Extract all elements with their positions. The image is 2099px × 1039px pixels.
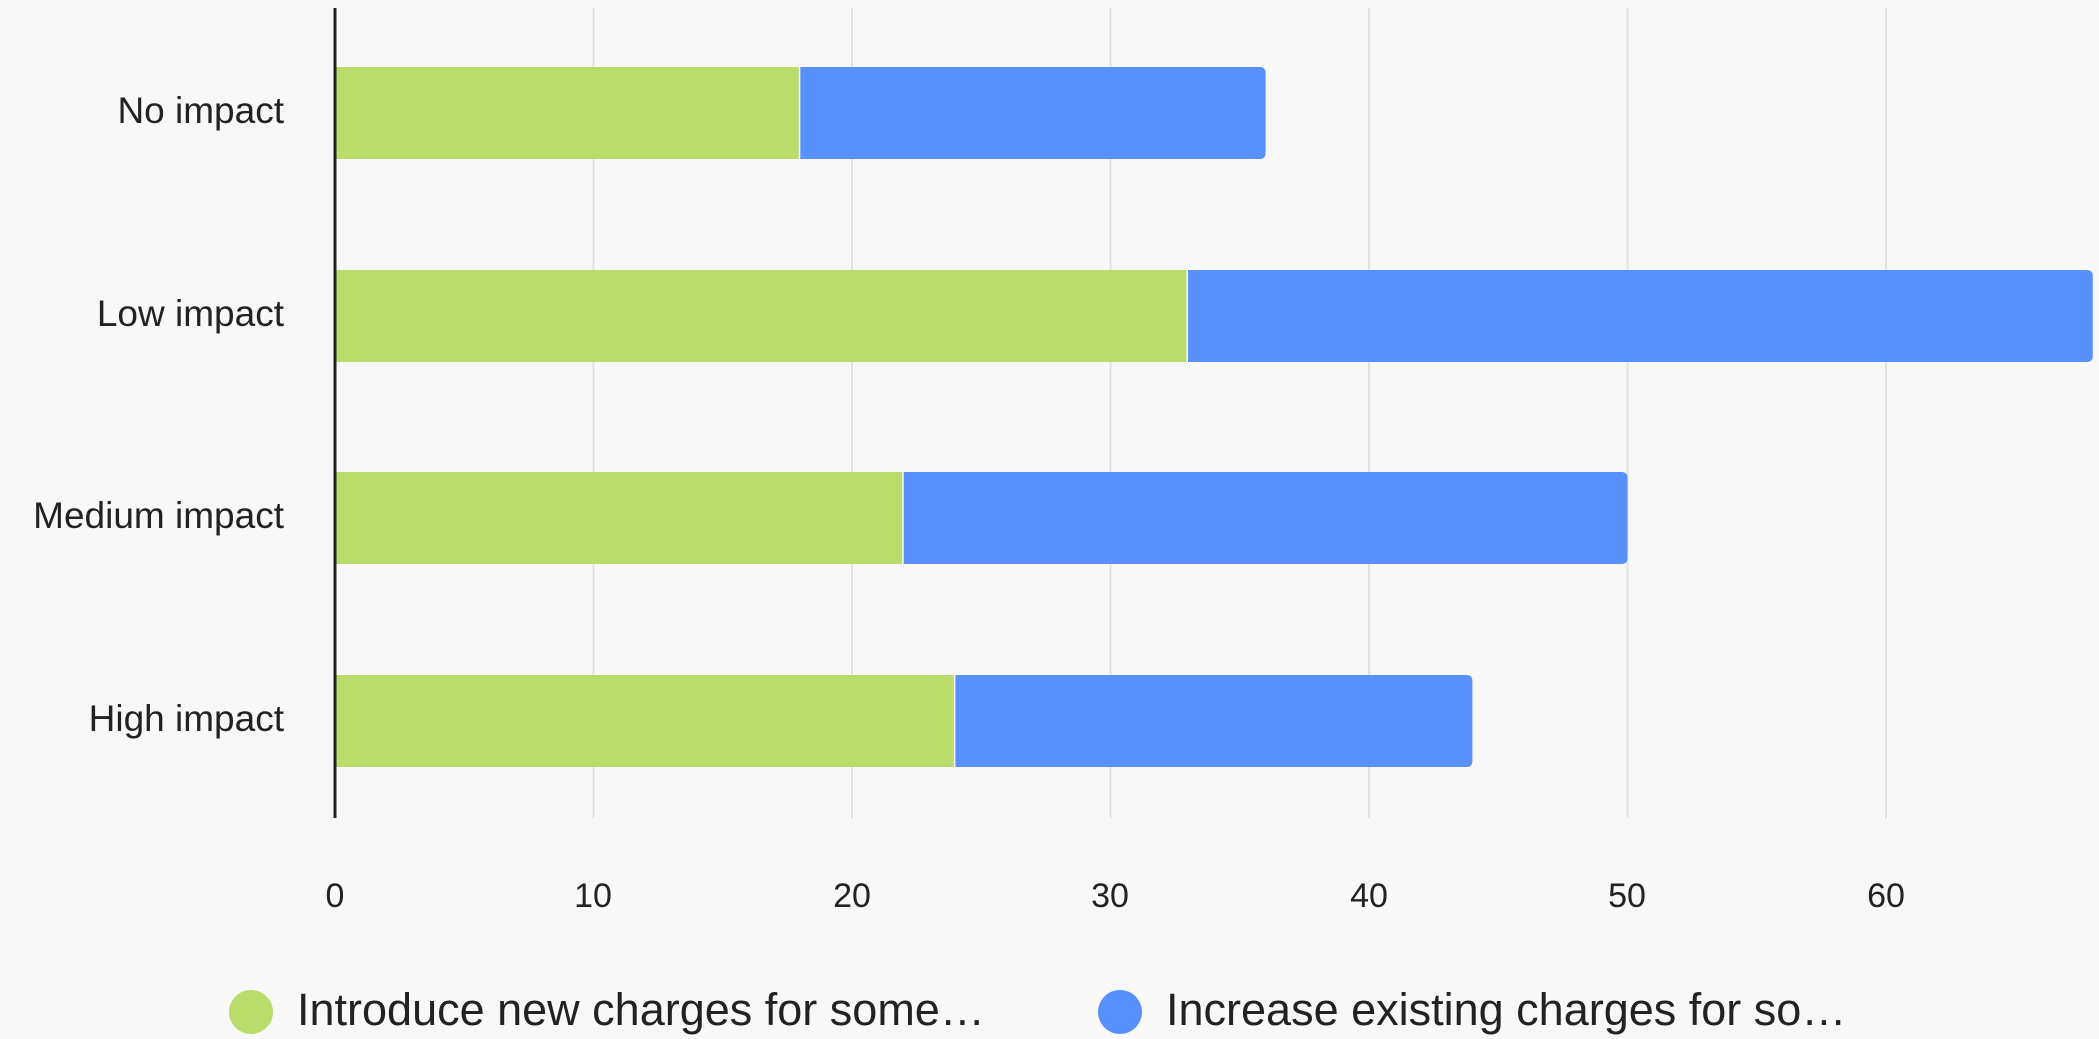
bar-segment[interactable]	[335, 675, 956, 767]
x-tick-label: 0	[326, 877, 345, 915]
legend-label: Introduce new charges for some…	[297, 984, 985, 1035]
bar-segment[interactable]	[955, 675, 1473, 767]
legend-swatch-circle	[229, 990, 273, 1034]
bar-segment[interactable]	[1188, 270, 2093, 362]
x-tick-label: 20	[833, 877, 871, 915]
legend-item[interactable]: Introduce new charges for some…	[229, 984, 985, 1035]
legend-item[interactable]: Increase existing charges for so…	[1098, 984, 1846, 1035]
bar-segment[interactable]	[335, 270, 1189, 362]
x-tick-label: 30	[1091, 877, 1129, 915]
category-label: Low impact	[97, 293, 285, 334]
legend-swatch-circle	[1098, 990, 1142, 1034]
category-labels: No impact Low impact Medium impact High …	[33, 90, 285, 739]
x-tick-labels: 0 10 20 30 40 50 60	[326, 877, 1905, 915]
bar-segment[interactable]	[800, 67, 1266, 159]
category-label: Medium impact	[33, 495, 285, 536]
x-tick-label: 10	[574, 877, 612, 915]
x-tick-label: 40	[1350, 877, 1388, 915]
category-label: High impact	[89, 698, 285, 739]
bars	[335, 67, 2093, 767]
x-tick-label: 50	[1608, 877, 1646, 915]
x-tick-label: 60	[1867, 877, 1905, 915]
legend: Introduce new charges for some… Increase…	[229, 984, 1846, 1035]
bar-segment[interactable]	[903, 472, 1628, 564]
bar-segment[interactable]	[335, 67, 801, 159]
legend-label: Increase existing charges for so…	[1166, 984, 1846, 1035]
category-label: No impact	[117, 90, 284, 131]
bar-segment[interactable]	[335, 472, 904, 564]
